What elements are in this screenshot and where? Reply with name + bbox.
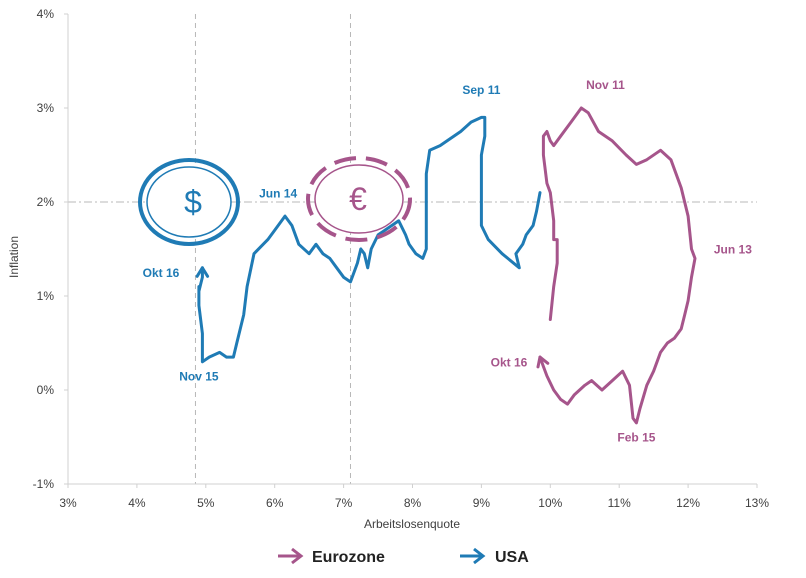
legend-label-eurozone: Eurozone bbox=[312, 549, 385, 566]
y-tick-label: 4% bbox=[37, 7, 55, 21]
x-tick-label: 11% bbox=[608, 496, 631, 510]
currency-badges: $ € bbox=[138, 156, 412, 246]
y-axis-label: Inflation bbox=[7, 236, 21, 278]
x-tick-label: 12% bbox=[676, 496, 700, 510]
dollar-badge-outer-ring bbox=[138, 158, 240, 246]
y-tick-label: 2% bbox=[37, 195, 55, 209]
x-tick-label: 4% bbox=[128, 496, 146, 510]
series-line-eurozone bbox=[538, 106, 697, 425]
x-tick-label: 6% bbox=[266, 496, 284, 510]
dollar-badge: $ bbox=[138, 158, 240, 246]
annotation-label: Sep 11 bbox=[462, 83, 500, 97]
x-tick-label: 8% bbox=[404, 496, 422, 510]
series-group bbox=[195, 106, 697, 425]
x-tick-label: 10% bbox=[538, 496, 562, 510]
annotation-label: Jun 14 bbox=[259, 186, 297, 200]
euro-badge-inner-ring bbox=[314, 164, 404, 234]
euro-symbol: € bbox=[349, 181, 367, 217]
x-tick-label: 7% bbox=[335, 496, 353, 510]
y-tick-label: 3% bbox=[37, 101, 55, 115]
legend-arrow-eurozone-icon bbox=[278, 547, 304, 565]
annotation-label: Nov 11 bbox=[586, 78, 625, 92]
legend-item-eurozone: Eurozone bbox=[278, 547, 385, 566]
legend-item-usa: USA bbox=[460, 547, 529, 566]
annotations: Sep 11 Jun 14 Okt 16 Nov 15 Nov 11 Jun 13 Okt … bbox=[143, 78, 753, 445]
legend-label-usa: USA bbox=[495, 549, 529, 566]
annotation-label: Okt 16 bbox=[491, 356, 528, 370]
euro-badge-outer-ring bbox=[306, 156, 412, 242]
y-tick-label: -1% bbox=[33, 477, 55, 491]
euro-badge: € bbox=[306, 156, 412, 242]
annotation-label: Jun 13 bbox=[714, 243, 752, 257]
series-line-usa bbox=[197, 115, 542, 364]
series-arrowhead-usa bbox=[195, 266, 210, 278]
axes: 3% 4% 5% 6% 7% 8% 9% 10% 11% 12% 13% -1% 0% 1% 2% 3% 4% bbox=[33, 7, 770, 510]
annotation-label: Nov 15 bbox=[179, 370, 219, 384]
legend-arrow-usa-icon bbox=[460, 547, 486, 565]
dollar-badge-inner-ring bbox=[146, 166, 232, 238]
annotation-label: Feb 15 bbox=[617, 431, 655, 445]
y-tick-label: 1% bbox=[37, 289, 55, 303]
legend: Eurozone USA bbox=[278, 547, 529, 566]
series-arrowhead-eurozone bbox=[536, 355, 550, 369]
annotation-label: Okt 16 bbox=[143, 266, 180, 280]
x-tick-label: 5% bbox=[197, 496, 215, 510]
dollar-symbol: $ bbox=[184, 184, 202, 220]
x-axis-label: Arbeitslosenquote bbox=[364, 517, 460, 531]
y-tick-label: 0% bbox=[37, 383, 55, 397]
x-tick-label: 9% bbox=[473, 496, 491, 510]
x-tick-label: 13% bbox=[745, 496, 769, 510]
x-tick-label: 3% bbox=[59, 496, 77, 510]
